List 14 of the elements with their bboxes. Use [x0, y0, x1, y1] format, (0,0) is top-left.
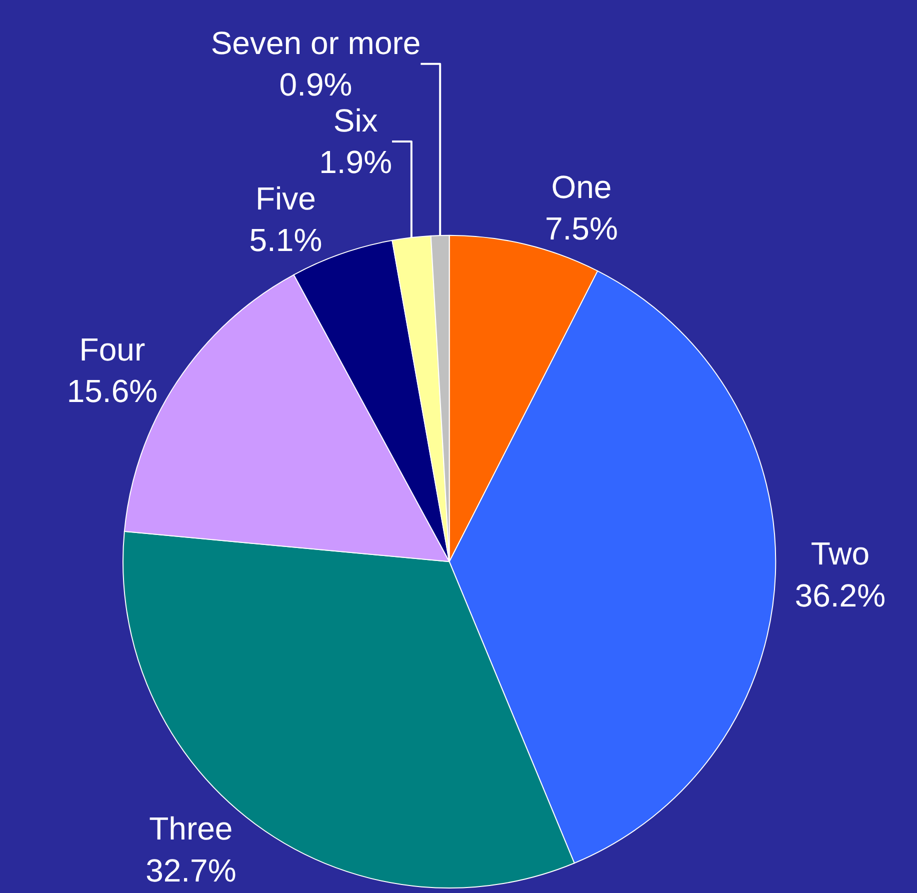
data-label: 36.2%: [794, 577, 886, 614]
slice-label: Seven or more: [210, 25, 421, 62]
slice-label: Two: [810, 536, 870, 572]
slice-label: One: [551, 168, 612, 205]
slice-label: Five: [255, 180, 316, 216]
data-label: 32.7%: [146, 852, 236, 888]
data-label: 5.1%: [249, 222, 322, 258]
data-label: 0.9%: [279, 66, 352, 103]
data-label: 7.5%: [544, 210, 618, 246]
slice-label: Four: [79, 331, 146, 368]
slice-label: Six: [333, 102, 378, 139]
slice-label: Three: [149, 810, 233, 847]
data-label: 15.6%: [66, 372, 158, 409]
data-label: 1.9%: [319, 144, 392, 180]
